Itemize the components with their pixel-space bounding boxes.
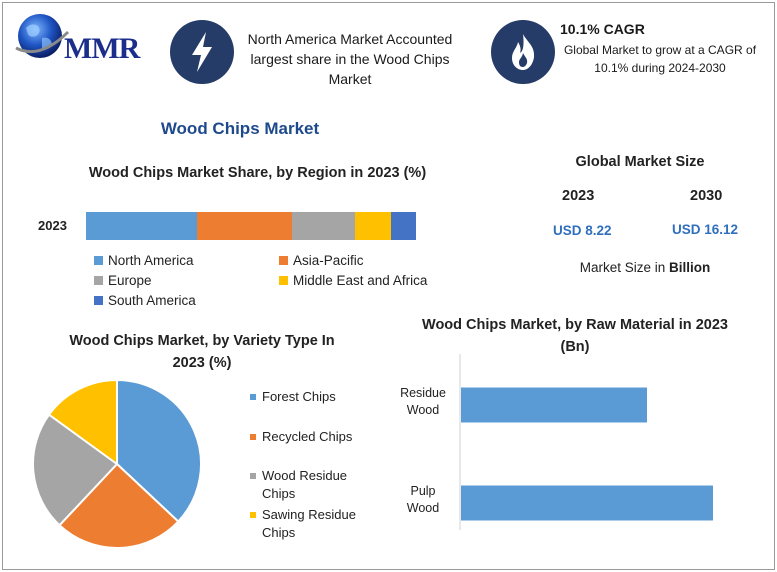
legend-label: Europe	[108, 273, 152, 288]
legend-swatch	[250, 473, 256, 479]
variety-legend-recycled-chips: Recycled Chips	[250, 428, 370, 446]
market-size-title: Global Market Size	[575, 154, 705, 170]
legend-label: Sawing Residue Chips	[262, 507, 356, 540]
flame-icon	[512, 34, 535, 70]
raw-bar-pulp-wood	[461, 485, 713, 521]
raw-bar-residue-wood	[461, 387, 647, 423]
share-segment-asia-pacific	[196, 212, 293, 240]
share-legend-middle-east-and-africa: Middle East and Africa	[279, 273, 427, 288]
lightning-icon	[192, 32, 212, 72]
year-start: 2023	[562, 188, 595, 204]
pie-slice-sawing-residue-chips	[47, 378, 118, 466]
legend-swatch	[94, 256, 103, 265]
legend-swatch	[250, 434, 256, 440]
share-legend-north-america: North America	[94, 253, 194, 268]
legend-swatch	[94, 276, 103, 285]
variety-chart-title: Wood Chips Market, by Variety Type In 20…	[69, 333, 335, 371]
variety-pie-chart	[32, 378, 202, 549]
share-legend-south-america: South America	[94, 293, 196, 308]
share-bar-category: 2023	[38, 218, 67, 233]
variety-legend-wood-residue-chips: Wood Residue Chips	[250, 467, 370, 503]
legend-label: Forest Chips	[262, 389, 336, 404]
pie-slice-recycled-chips	[58, 462, 180, 549]
variety-legend-forest-chips: Forest Chips	[250, 388, 370, 406]
legend-swatch	[279, 256, 288, 265]
share-legend-asia-pacific: Asia-Pacific	[279, 253, 364, 268]
legend-label: Middle East and Africa	[293, 273, 428, 288]
cagr-title: 10.1% CAGR	[560, 21, 645, 37]
value-end: USD 16.12	[672, 222, 739, 237]
legend-swatch	[250, 394, 256, 400]
raw-category-label: Residue Wood	[400, 386, 446, 417]
share-chart-title: Wood Chips Market Share, by Region in 20…	[88, 165, 427, 181]
legend-label: Asia-Pacific	[293, 253, 364, 268]
lightning-icon-badge	[170, 20, 234, 84]
region-highlight-text: North America Market Accounted largest s…	[247, 31, 453, 87]
mmr-logo: MMR	[12, 8, 162, 68]
market-size-unit-prefix: Market Size in	[579, 260, 666, 275]
value-start: USD 8.22	[553, 223, 612, 238]
share-segment-north-america	[86, 212, 197, 240]
legend-swatch	[279, 276, 288, 285]
pie-slice-forest-chips	[116, 378, 202, 523]
legend-label: Recycled Chips	[262, 429, 353, 444]
legend-swatch	[250, 512, 256, 518]
logo-text: MMR	[64, 32, 140, 65]
raw-material-bar-chart: Residue Wood Pulp Wood	[400, 354, 713, 530]
share-segment-south-america	[391, 212, 416, 240]
legend-label: North America	[108, 253, 194, 268]
market-size-unit-value: Billion	[669, 260, 711, 275]
variety-legend-sawing-residue-chips: Sawing Residue Chips	[250, 506, 370, 542]
flame-icon-badge	[491, 20, 555, 84]
legend-label: Wood Residue Chips	[262, 468, 348, 501]
share-stacked-bar	[86, 212, 416, 240]
raw-material-chart-title: Wood Chips Market, by Raw Material in 20…	[422, 317, 728, 355]
share-legend-europe: Europe	[94, 273, 152, 288]
legend-swatch	[94, 296, 103, 305]
page-title: Wood Chips Market	[160, 119, 320, 138]
year-end: 2030	[690, 188, 723, 204]
legend-label: South America	[108, 293, 196, 308]
market-size-unit: Market Size in Billion	[560, 260, 730, 275]
cagr-description: Global Market to grow at a CAGR of 10.1%…	[563, 43, 757, 75]
raw-category-label: Pulp Wood	[407, 484, 439, 515]
share-segment-middle-east-and-africa	[354, 212, 392, 240]
share-segment-europe	[292, 212, 355, 240]
globe-icon	[15, 14, 70, 58]
pie-slice-wood-residue-chips	[32, 413, 119, 527]
